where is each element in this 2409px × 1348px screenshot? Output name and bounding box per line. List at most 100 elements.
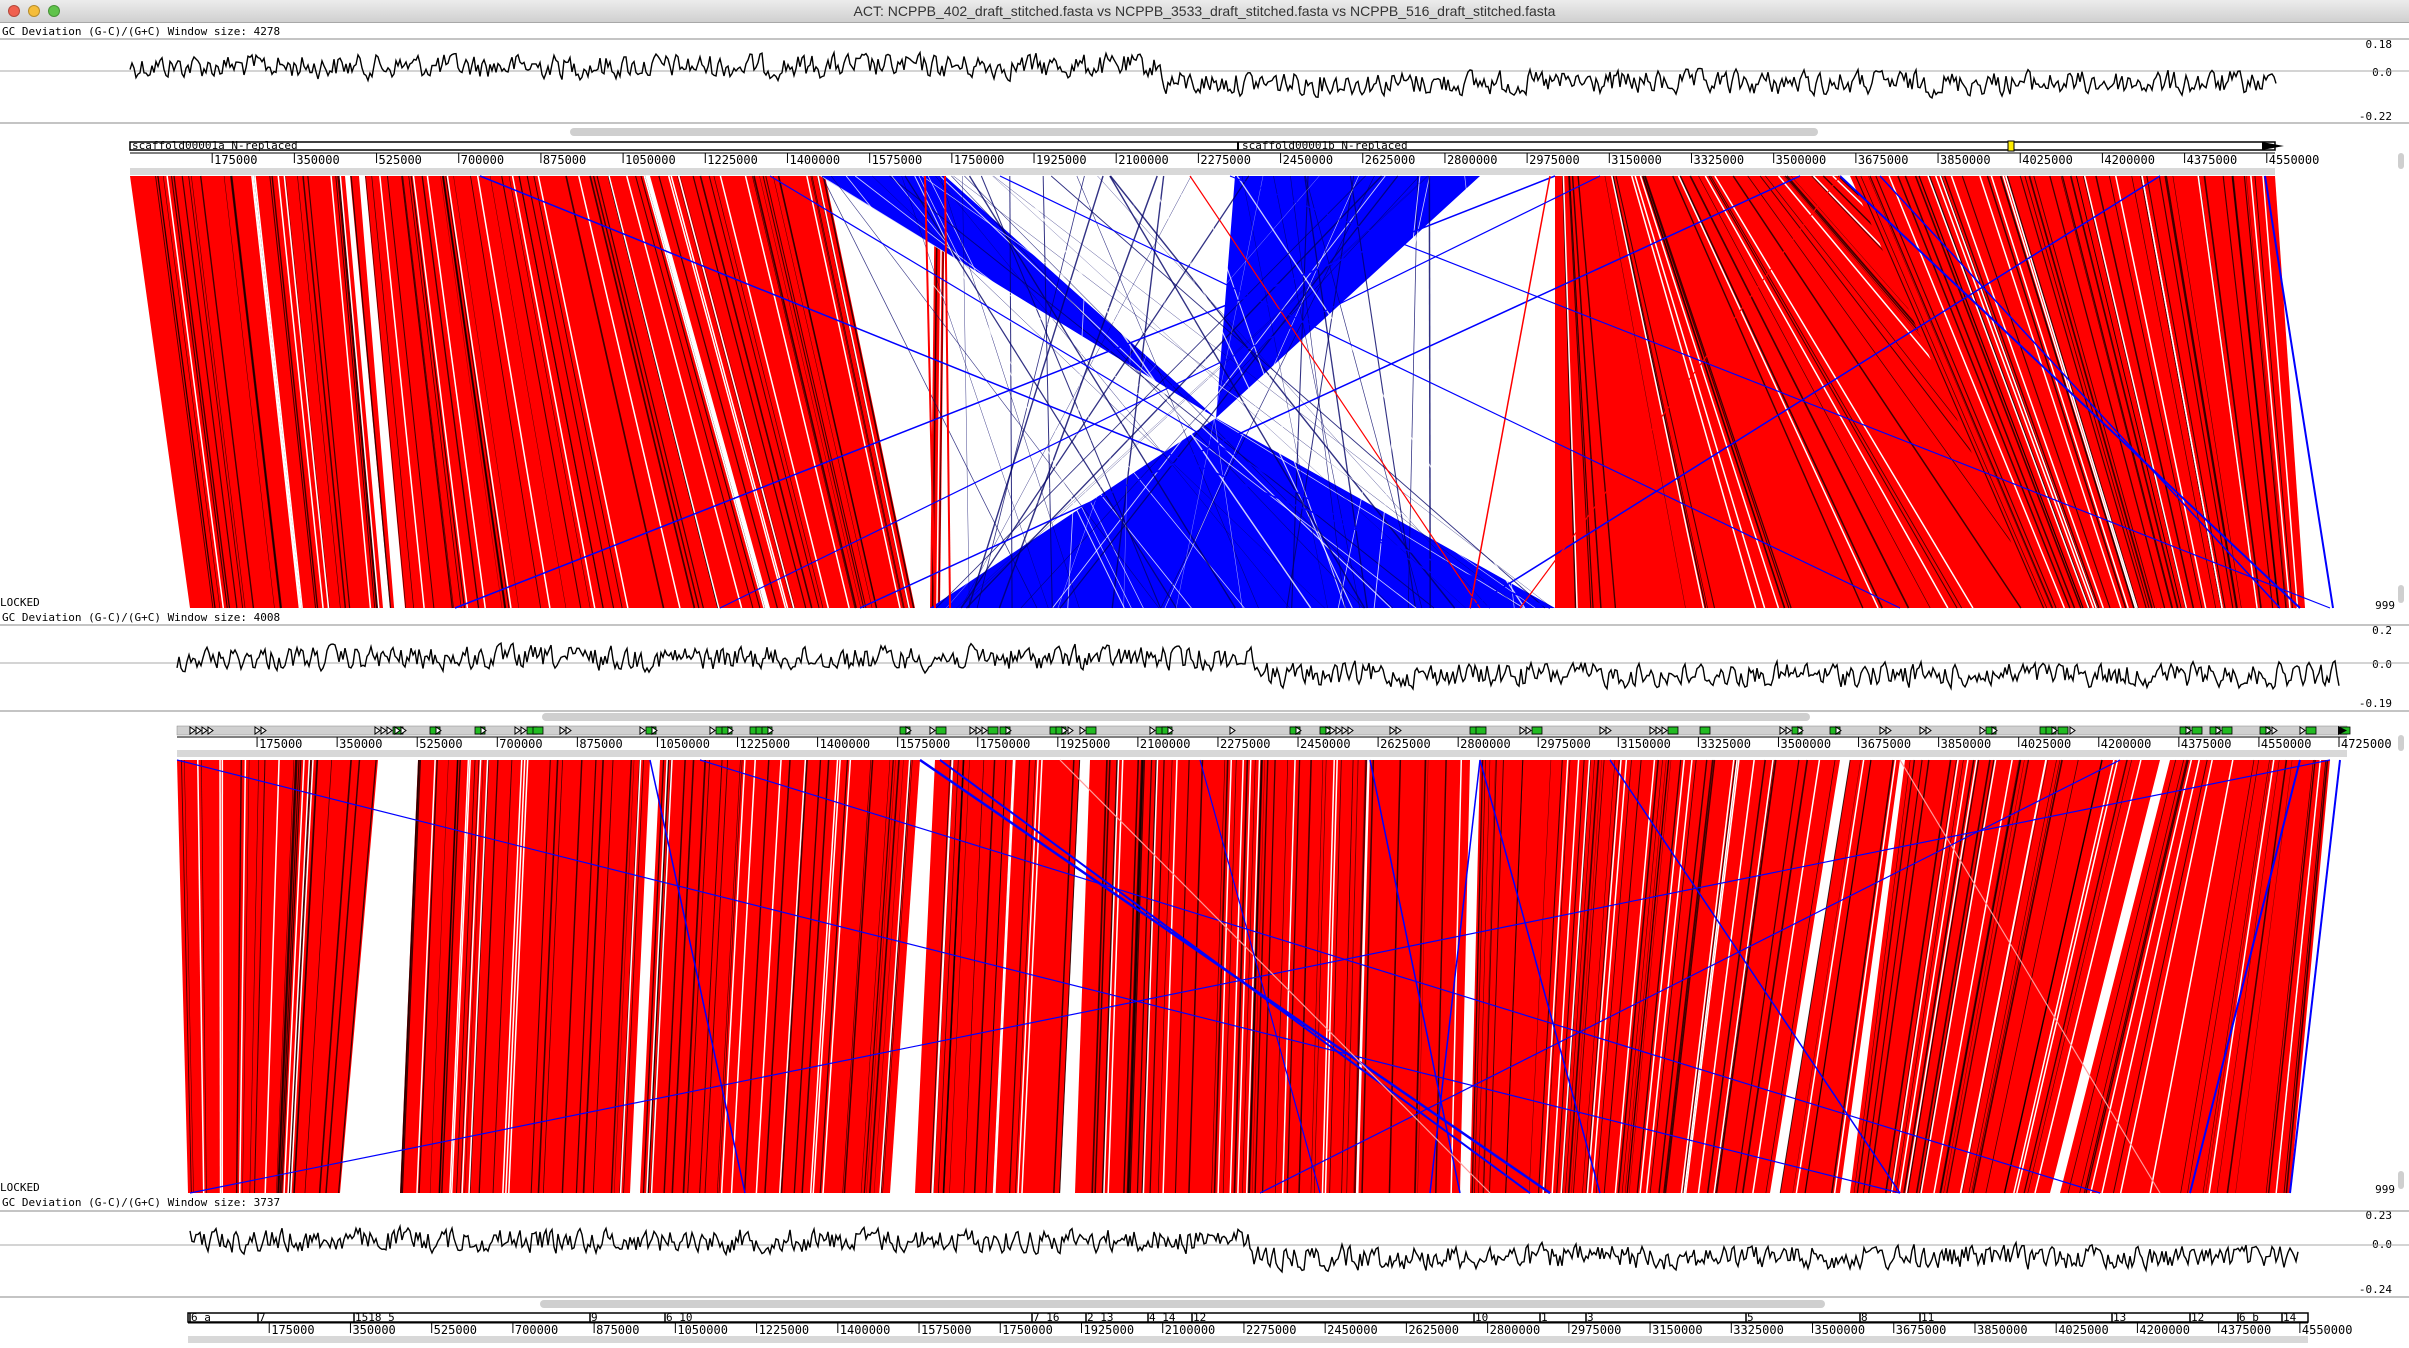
match-line (2205, 759, 2272, 1194)
match-line (304, 759, 333, 1194)
gc-deviation-graph-1[interactable]: GC Deviation (G-C)/(G+C) Window size: 42… (0, 25, 2409, 136)
match-line (1053, 759, 1075, 1194)
match-line (873, 759, 904, 1194)
sequence-3-scrollbar[interactable] (188, 1336, 2308, 1343)
ruler-tick-label: 350000 (339, 737, 382, 751)
gap-line (1560, 759, 1591, 1194)
comparison-1-scroll-bottom[interactable] (2398, 585, 2404, 603)
match-line (1242, 759, 1256, 1194)
cross-match (1429, 759, 1481, 1194)
match-line (1617, 759, 1659, 1194)
gc-graph-1-scrollbar[interactable] (570, 128, 1818, 136)
match-line (677, 175, 793, 609)
match-line (1015, 759, 1036, 1194)
contig-label: 5 (1747, 1311, 1754, 1324)
feature-arrow (1079, 726, 1086, 735)
minimize-window-icon[interactable] (28, 5, 40, 17)
feature-box (1085, 726, 1097, 735)
comparison-1-view[interactable]: LOCKED 999 (0, 153, 2404, 612)
match-line (1613, 175, 1708, 609)
gap-line (287, 759, 311, 1194)
gc-graph-3-scrollbar[interactable] (540, 1300, 1825, 1308)
feature-track-2[interactable] (176, 725, 2348, 736)
feature-arrow (1925, 726, 1932, 735)
match-line (170, 175, 228, 609)
contig-label: 7 (259, 1311, 266, 1324)
match-line (1571, 175, 1602, 609)
match-line (1595, 759, 1632, 1194)
gc-graph-2-scrollbar[interactable] (542, 713, 1810, 721)
gc-deviation-graph-2[interactable]: GC Deviation (G-C)/(G+C) Window size: 40… (0, 611, 2409, 721)
contig-bar-1[interactable] (129, 141, 2276, 151)
match-line (985, 759, 1007, 1194)
match-line (1174, 759, 1190, 1194)
ruler-tick-label: 3325000 (1700, 737, 1751, 751)
gap-line (643, 175, 765, 609)
match-line (1869, 175, 2054, 609)
match-line (2003, 759, 2103, 1194)
match-line (1361, 759, 1375, 1194)
gap-line (1714, 175, 1974, 609)
match-line (2108, 175, 2203, 609)
gap-line (744, 175, 850, 609)
match-line (772, 175, 873, 609)
comparison-2-score-cutoff: 999 (2375, 1183, 2395, 1196)
cross-match (176, 759, 1901, 1194)
match-line (337, 759, 377, 1194)
match-line (575, 759, 597, 1194)
gc-graph-1-zero: 0.0 (2372, 66, 2392, 79)
contig-bar-3[interactable] (187, 1312, 2309, 1323)
sequence-1-scrollbar[interactable] (130, 168, 2275, 175)
cross-match (1879, 175, 2281, 609)
match-line (1568, 175, 1592, 609)
match-line (1094, 759, 1111, 1194)
gap-line (1645, 759, 1693, 1194)
ruler-tick-label: 4200000 (2139, 1323, 2190, 1337)
match-line (1233, 759, 1249, 1194)
inverted-match-line (1013, 175, 1312, 609)
match-line (1961, 175, 2111, 609)
match-line (623, 759, 644, 1194)
ruler-tick-label: 4200000 (2104, 153, 2155, 167)
feature-arrow (1005, 726, 1012, 735)
gap-line (2250, 175, 2291, 609)
comparison-2-scroll-bottom[interactable] (2398, 1171, 2404, 1189)
inverted-match-line (965, 175, 1382, 609)
gap-line (931, 759, 953, 1194)
match-line (778, 175, 878, 609)
match-line (302, 175, 347, 609)
match-line (1213, 759, 1229, 1194)
feature-arrow (1341, 726, 1348, 735)
feature-arrow (1879, 726, 1886, 735)
ruler-tick-label: 2450000 (1327, 1323, 1378, 1337)
comparison-2-scroll-top[interactable] (2398, 735, 2404, 751)
comparison-2-view[interactable]: LOCKED 999 (0, 735, 2404, 1196)
zoom-window-icon[interactable] (48, 5, 60, 17)
feature-arrow (565, 726, 572, 735)
sequence-2-view[interactable]: 175000 350000 525000 700000 875000 1050000 122… (176, 725, 2392, 757)
comparison-1-scroll-top[interactable] (2398, 153, 2404, 169)
match-line (1417, 759, 1429, 1194)
match-line (1904, 175, 2076, 609)
match-line (1862, 759, 1923, 1194)
sequence-1-view[interactable]: scaffold00001a N-replaced scaffold00001b… (129, 139, 2319, 175)
match-line (1985, 759, 2079, 1194)
match-line (402, 175, 454, 609)
match-line (2082, 175, 2186, 609)
gap-line (1927, 175, 2090, 609)
match-line (1567, 759, 1600, 1194)
match-line (501, 175, 582, 609)
ruler-tick-label: 3675000 (1861, 737, 1912, 751)
match-line (1123, 759, 1140, 1194)
gc-deviation-graph-3[interactable]: GC Deviation (G-C)/(G+C) Window size: 37… (0, 1196, 2409, 1308)
close-window-icon[interactable] (8, 5, 20, 17)
inverted-match-line (935, 175, 1366, 609)
inverted-match-line (967, 175, 1104, 609)
gc-graph-2-label: GC Deviation (G-C)/(G+C) Window size: 40… (2, 611, 280, 624)
selected-feature[interactable] (2007, 140, 2015, 152)
feature-track-2-features[interactable] (189, 726, 2351, 735)
feature-arrow (2051, 726, 2058, 735)
sequence-2-scrollbar[interactable] (177, 750, 2347, 757)
contig-label: 6 10 (666, 1311, 693, 1324)
